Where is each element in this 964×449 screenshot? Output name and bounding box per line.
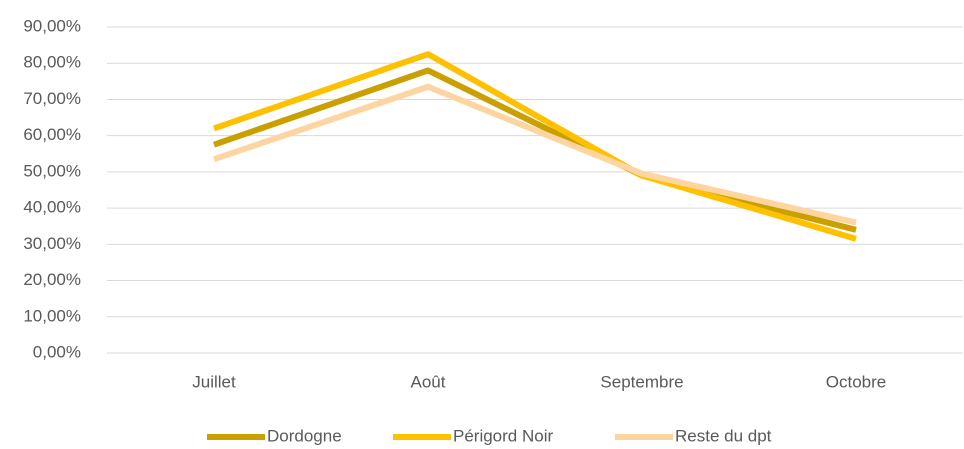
y-tick-label: 70,00% xyxy=(23,89,81,108)
y-tick-label: 60,00% xyxy=(23,125,81,144)
x-tick-label: Juillet xyxy=(192,372,236,391)
y-tick-label: 10,00% xyxy=(23,306,81,325)
series-line xyxy=(213,67,857,233)
x-tick-label: Septembre xyxy=(600,372,683,391)
x-tick-label: Août xyxy=(411,372,446,391)
y-tick-label: 30,00% xyxy=(23,234,81,253)
y-tick-label: 50,00% xyxy=(23,161,81,180)
y-tick-label: 40,00% xyxy=(23,198,81,217)
series-line xyxy=(213,51,857,242)
y-tick-label: 0,00% xyxy=(33,342,81,361)
legend-label: Périgord Noir xyxy=(453,426,553,445)
x-tick-label: Octobre xyxy=(826,372,886,391)
legend-label: Reste du dpt xyxy=(675,426,772,445)
y-tick-label: 20,00% xyxy=(23,270,81,289)
y-tick-label: 90,00% xyxy=(23,16,81,35)
y-tick-label: 80,00% xyxy=(23,53,81,72)
legend-label: Dordogne xyxy=(267,426,342,445)
series-line xyxy=(213,83,857,226)
